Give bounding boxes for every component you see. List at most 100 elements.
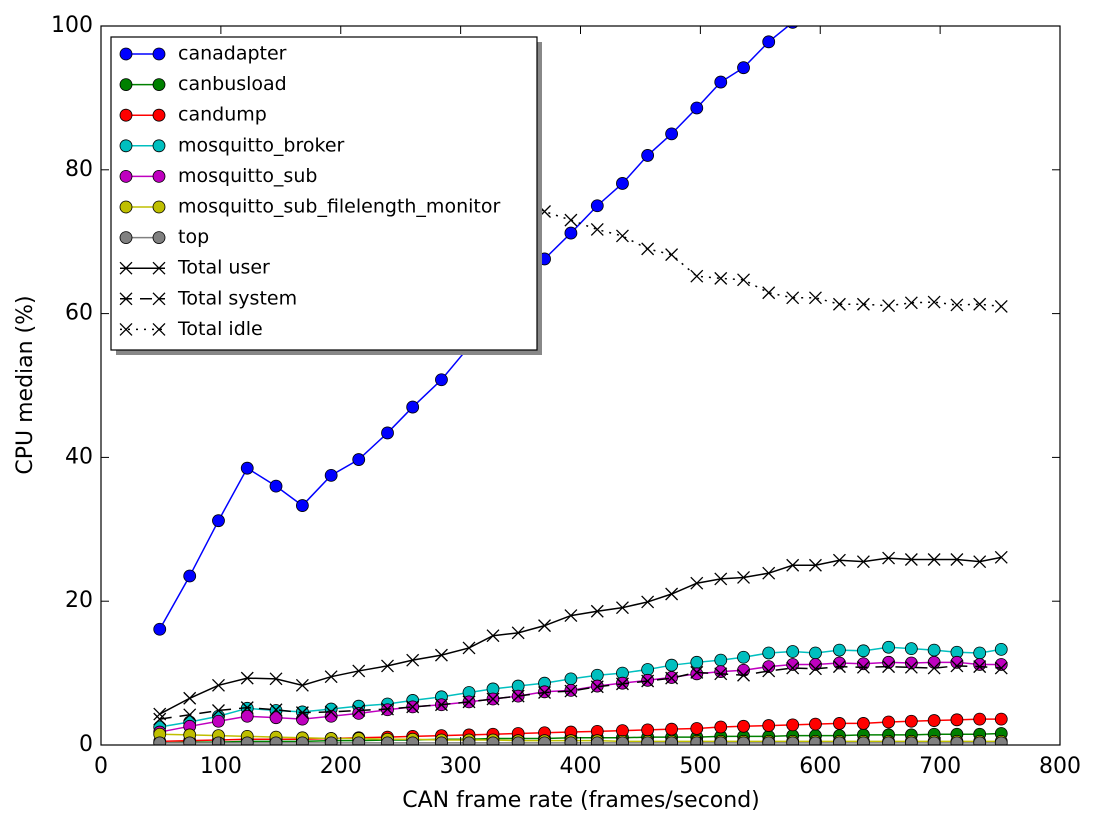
x-marker bbox=[641, 595, 655, 609]
x-marker bbox=[714, 572, 728, 586]
circle-marker bbox=[714, 653, 728, 667]
circle-marker bbox=[762, 719, 776, 732]
circle-marker bbox=[119, 108, 133, 122]
x-marker bbox=[590, 223, 604, 236]
circle-marker bbox=[381, 426, 394, 440]
x-marker bbox=[994, 661, 1008, 675]
circle-marker bbox=[462, 736, 476, 745]
circle-marker bbox=[857, 717, 870, 730]
x-marker bbox=[212, 678, 225, 692]
x-marker bbox=[882, 660, 896, 674]
circle-marker bbox=[904, 656, 918, 670]
x-marker bbox=[269, 703, 283, 717]
x-marker bbox=[511, 626, 525, 640]
x-marker bbox=[240, 701, 254, 715]
circle-marker bbox=[950, 736, 964, 745]
x-marker bbox=[183, 691, 197, 705]
legend-box bbox=[110, 36, 538, 351]
y-axis-label: CPU median (%) bbox=[13, 295, 38, 474]
circle-marker bbox=[833, 643, 846, 657]
circle-marker bbox=[240, 461, 254, 475]
circle-marker bbox=[616, 177, 629, 190]
circle-marker bbox=[904, 642, 918, 656]
x-marker bbox=[295, 678, 309, 692]
x-marker bbox=[832, 660, 846, 674]
ticks: 0 100 200 300 400 500 600 700 800 0 20 40 60 80 100 bbox=[51, 13, 1081, 779]
x-marker bbox=[615, 677, 629, 691]
legend-label: canadapter bbox=[178, 43, 287, 65]
circle-marker bbox=[381, 736, 394, 745]
circle-marker bbox=[152, 231, 166, 245]
circle-marker bbox=[183, 736, 197, 745]
x-marker bbox=[324, 670, 338, 684]
circle-marker bbox=[714, 720, 728, 734]
circle-marker bbox=[950, 713, 964, 727]
x-marker bbox=[904, 296, 918, 310]
x-tick-label: 800 bbox=[1039, 754, 1081, 779]
circle-marker bbox=[152, 108, 166, 122]
x-marker bbox=[462, 695, 476, 709]
x-marker bbox=[973, 297, 987, 311]
x-marker bbox=[882, 551, 896, 565]
circle-marker bbox=[324, 468, 338, 482]
x-marker bbox=[212, 704, 225, 717]
circle-marker bbox=[269, 479, 283, 493]
circle-marker bbox=[994, 736, 1008, 745]
x-marker bbox=[927, 553, 941, 566]
circle-marker bbox=[762, 35, 776, 49]
circle-marker bbox=[690, 101, 704, 115]
x-marker bbox=[511, 689, 525, 703]
x-marker bbox=[462, 641, 476, 655]
legend-label: mosquitto_sub bbox=[178, 165, 317, 187]
circle-marker bbox=[857, 736, 870, 745]
circle-marker bbox=[737, 663, 750, 677]
circle-marker bbox=[119, 200, 133, 214]
x-marker bbox=[538, 686, 551, 699]
x-marker bbox=[269, 672, 283, 686]
circle-marker bbox=[212, 514, 225, 528]
x-marker bbox=[486, 629, 500, 643]
circle-marker bbox=[833, 736, 846, 745]
series-line bbox=[159, 556, 1002, 715]
circle-marker bbox=[973, 658, 987, 671]
circle-marker bbox=[119, 47, 133, 61]
circle-marker bbox=[295, 712, 309, 726]
circle-marker bbox=[641, 149, 655, 162]
x-marker bbox=[762, 566, 776, 580]
x-marker bbox=[352, 664, 366, 678]
circle-marker bbox=[212, 736, 225, 745]
x-marker bbox=[927, 295, 941, 309]
circle-marker bbox=[295, 499, 309, 512]
x-marker bbox=[486, 692, 500, 706]
x-tick-label: 0 bbox=[94, 754, 108, 779]
x-marker bbox=[950, 659, 964, 673]
x-marker bbox=[856, 297, 870, 311]
x-marker bbox=[564, 213, 578, 227]
x-marker bbox=[406, 653, 420, 667]
circle-marker bbox=[152, 78, 166, 91]
x-marker bbox=[973, 660, 987, 674]
circle-marker bbox=[762, 736, 776, 745]
x-tick-label: 300 bbox=[440, 754, 482, 779]
circle-marker bbox=[904, 714, 918, 728]
circle-marker bbox=[737, 650, 750, 664]
x-marker bbox=[590, 604, 604, 618]
x-marker bbox=[295, 706, 309, 720]
legend-label: Total idle bbox=[177, 318, 263, 340]
circle-marker bbox=[690, 655, 704, 669]
x-marker bbox=[434, 698, 448, 712]
x-marker bbox=[714, 271, 728, 285]
circle-marker bbox=[665, 127, 679, 141]
circle-marker bbox=[973, 712, 987, 726]
circle-marker bbox=[269, 736, 283, 745]
circle-marker bbox=[787, 26, 798, 29]
x-marker bbox=[564, 609, 578, 623]
circle-marker bbox=[994, 642, 1008, 656]
circle-marker bbox=[641, 663, 655, 676]
x-marker bbox=[406, 700, 420, 714]
circle-marker bbox=[119, 231, 133, 245]
circle-marker bbox=[152, 200, 166, 214]
circle-marker bbox=[762, 646, 776, 660]
